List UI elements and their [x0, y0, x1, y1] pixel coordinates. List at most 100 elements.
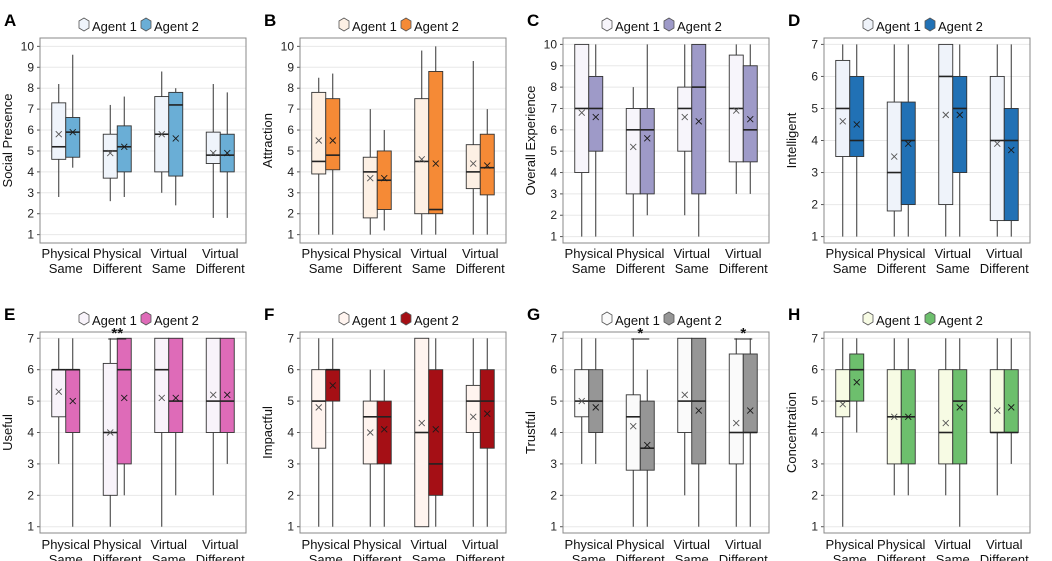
mean-marker [643, 135, 651, 142]
mean-marker [106, 429, 114, 436]
box-agent1 [625, 338, 641, 527]
y-tick-label: 7 [27, 102, 34, 116]
legend-label: Agent 1 [615, 313, 660, 328]
legend-swatch [862, 17, 874, 32]
y-tick-label: 7 [811, 37, 818, 51]
legend-label: Agent 1 [352, 313, 397, 328]
y-tick-label: 8 [287, 81, 294, 95]
y-tick-label: 6 [550, 363, 557, 377]
mean-marker [746, 115, 754, 123]
category-label: Virtual Same [934, 537, 971, 561]
box-agent1 [362, 369, 378, 527]
mean-marker [839, 117, 847, 125]
legend: Agent 1 Agent 2 [338, 17, 459, 34]
category-label: Virtual Different [719, 537, 768, 561]
box-agent1 [625, 87, 641, 237]
box-agent1 [989, 44, 1005, 237]
y-tick-label: 2 [287, 207, 294, 221]
box [900, 101, 916, 206]
y-axis-label: Intelligent [784, 112, 799, 168]
box [414, 98, 430, 215]
box-agent2 [428, 338, 444, 527]
box [728, 353, 744, 465]
box-agent2 [325, 338, 341, 527]
y-tick-label: 6 [27, 363, 34, 377]
y-tick-label: 10 [544, 37, 558, 51]
category-label: Physical Different [616, 537, 665, 561]
box-agent1 [205, 337, 221, 496]
box-agent2 [691, 43, 707, 237]
box [639, 108, 655, 195]
legend: Agent 1 Agent 2 [862, 17, 983, 34]
legend-swatch [400, 311, 412, 326]
box [376, 400, 392, 465]
y-tick-label: 6 [811, 69, 818, 83]
y-tick-label: 5 [27, 144, 34, 158]
y-tick-label: 9 [287, 60, 294, 74]
mean-marker [681, 113, 689, 121]
mean-marker [69, 128, 77, 136]
box [989, 369, 1005, 433]
box-agent2 [952, 44, 968, 237]
box-agent2 [116, 96, 132, 197]
y-tick-label: 3 [550, 187, 557, 201]
panel-letter: A [4, 11, 16, 30]
y-tick-label: 7 [550, 331, 557, 345]
plot-frame [39, 331, 247, 534]
category-label: Physical Same [302, 246, 351, 276]
legend-label: Agent 2 [938, 19, 983, 34]
box [102, 362, 118, 496]
panel-g: G Agent 1 Agent 2 1 2 3 4 5 6 7 Trustful Physical Sa… [523, 305, 770, 561]
y-tick-label: 1 [287, 520, 294, 534]
mean-marker [366, 429, 374, 436]
y-axis-label: Overall Experience [523, 86, 538, 196]
legend-label: Agent 1 [352, 19, 397, 34]
mean-marker [629, 143, 637, 151]
box-agent1 [362, 109, 378, 235]
category-label: Physical Same [826, 246, 875, 276]
box-agent2 [376, 369, 392, 527]
category-label: Virtual Same [150, 537, 187, 561]
plot-frame [562, 331, 770, 534]
box [677, 86, 693, 152]
legend-label: Agent 1 [615, 19, 660, 34]
panel-letter: E [4, 305, 15, 324]
box [465, 384, 481, 433]
box-agent2 [1003, 338, 1019, 464]
category-label: Virtual Different [980, 537, 1029, 561]
y-tick-label: 7 [550, 101, 557, 115]
panel-b: B Agent 1 Agent 2 1 2 3 4 5 6 7 8 9 10 Attraction Phys… [260, 11, 507, 276]
box-agent2 [479, 109, 495, 235]
box-agent1 [414, 337, 430, 528]
box [102, 133, 118, 179]
mean-marker [592, 113, 600, 121]
box-agent2 [116, 337, 132, 496]
legend-label: Agent 2 [154, 19, 199, 34]
y-tick-label: 9 [550, 59, 557, 73]
mean-marker [418, 419, 426, 427]
mean-marker [695, 407, 703, 414]
category-label: Physical Same [302, 537, 351, 561]
box [219, 337, 235, 433]
y-tick-label: 1 [27, 228, 34, 242]
panel-letter: B [264, 11, 276, 30]
box [65, 117, 81, 158]
y-tick-label: 1 [811, 230, 818, 244]
mean-marker [69, 397, 77, 405]
box-agent2 [588, 338, 604, 464]
category-label: Virtual Different [196, 246, 245, 276]
box-agent1 [51, 84, 67, 197]
category-label: Physical Different [93, 537, 142, 561]
box [325, 98, 341, 171]
mean-marker [158, 130, 166, 138]
box [479, 133, 495, 196]
legend-swatch [78, 17, 90, 32]
box-agent1 [677, 44, 693, 216]
box [205, 337, 221, 433]
box-agent2 [952, 338, 968, 527]
box [1003, 369, 1019, 433]
category-label: Virtual Same [150, 246, 187, 276]
mean-marker [483, 410, 491, 417]
y-axis-label: Social Presence [0, 94, 15, 188]
